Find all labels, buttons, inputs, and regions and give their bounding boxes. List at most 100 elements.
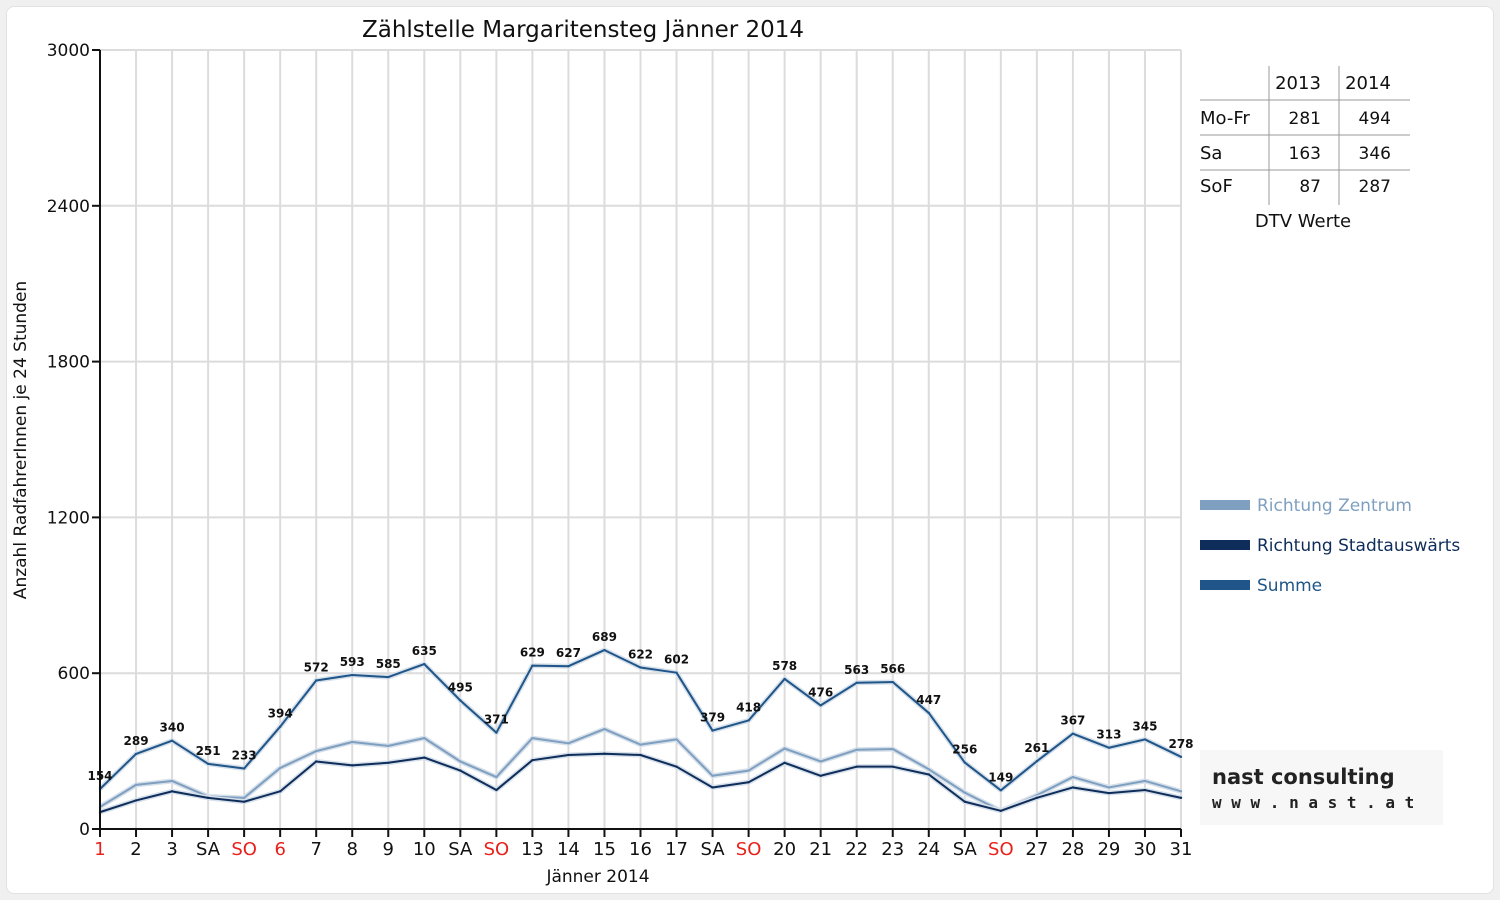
data-label: 593	[340, 655, 365, 669]
data-point	[206, 796, 210, 800]
data-point	[315, 749, 318, 753]
data-point	[134, 783, 138, 787]
data-label: 578	[772, 659, 797, 673]
data-point	[315, 679, 318, 682]
data-label: 572	[304, 660, 329, 674]
data-point	[278, 766, 282, 770]
y-tick-label: 1200	[47, 508, 90, 528]
logo-url: w w w . n a s t . a t	[1212, 793, 1414, 812]
data-label: 367	[1060, 714, 1085, 728]
data-point	[999, 789, 1003, 792]
data-point	[639, 753, 642, 757]
data-point	[567, 753, 570, 757]
data-point	[1179, 796, 1183, 800]
data-point	[927, 773, 930, 776]
x-tick-label: SO	[988, 839, 1014, 860]
data-point	[855, 681, 858, 685]
data-point	[603, 727, 606, 731]
data-point	[170, 739, 174, 742]
nast-consulting-logo: nast consulting w w w . n a s t . a t	[1200, 750, 1443, 825]
data-point	[927, 711, 930, 715]
series-layer	[98, 647, 1183, 815]
x-tick-label: 30	[1134, 839, 1157, 860]
data-point	[675, 671, 678, 674]
x-tick-label: 3	[166, 839, 177, 860]
data-point	[1107, 791, 1111, 795]
data-point	[1143, 788, 1147, 792]
data-point	[855, 765, 858, 768]
table-caption: DTV Werte	[1255, 211, 1351, 232]
data-point	[531, 736, 534, 740]
data-point	[1071, 786, 1075, 789]
data-point	[1035, 760, 1039, 763]
y-tick-label: 0	[79, 820, 90, 840]
data-point	[315, 760, 318, 763]
legend-swatch-summe	[1200, 580, 1250, 590]
data-point	[351, 764, 354, 767]
x-tick-label: SA	[196, 839, 221, 860]
table-row-label: Mo-Fr	[1200, 108, 1250, 129]
data-point	[1071, 732, 1075, 735]
x-tick-label: 20	[773, 839, 796, 860]
table-cell: 163	[1289, 144, 1321, 164]
data-label: 251	[196, 744, 221, 758]
y-tick-label: 600	[58, 664, 90, 684]
data-label: 495	[448, 680, 473, 694]
y-axis-ticks: 0 600 1200 1800 2400 3000	[47, 41, 100, 840]
data-label: 233	[232, 748, 257, 762]
data-point	[423, 662, 426, 666]
data-point	[891, 680, 894, 684]
legend-swatch-stadtauswaerts	[1200, 540, 1250, 550]
data-point	[711, 786, 714, 789]
data-point	[387, 761, 390, 764]
data-point	[819, 704, 822, 707]
x-axis-label: Jänner 2014	[545, 867, 649, 887]
x-tick-label: 9	[383, 839, 394, 860]
data-point	[351, 673, 354, 677]
legend-swatch-zentrum	[1200, 500, 1250, 510]
table-cell: 287	[1359, 177, 1391, 197]
data-point	[891, 765, 894, 768]
legend-label-zentrum: Richtung Zentrum	[1257, 496, 1412, 516]
data-point	[783, 761, 786, 764]
data-point	[495, 788, 498, 792]
data-point	[639, 666, 642, 669]
data-label: 371	[484, 713, 509, 727]
data-point	[819, 760, 822, 763]
data-point	[963, 800, 966, 803]
data-label: 689	[592, 630, 617, 644]
data-point	[170, 790, 174, 793]
data-point	[747, 781, 750, 784]
data-point	[134, 752, 138, 756]
data-point	[675, 738, 678, 741]
logo-name: nast consulting	[1212, 765, 1395, 789]
data-labels: 1542893402512333945725935856354953716296…	[87, 630, 1193, 784]
data-label: 345	[1132, 719, 1157, 733]
x-tick-label: 23	[881, 839, 904, 860]
table-row-label: SoF	[1200, 176, 1233, 197]
chart-title: Zählstelle Margaritensteg Jänner 2014	[362, 17, 804, 43]
table-col-2014: 2014	[1345, 73, 1391, 94]
data-point	[783, 677, 786, 681]
data-point	[603, 648, 606, 652]
data-label: 602	[664, 653, 689, 667]
data-label: 289	[124, 734, 149, 748]
data-label: 256	[952, 743, 977, 757]
y-tick-label: 3000	[47, 41, 90, 61]
data-point	[1107, 786, 1111, 789]
data-point	[567, 664, 570, 668]
grid	[100, 49, 1182, 829]
dtv-table: 2013 2014 Mo-Fr 281 494 Sa 163 346 SoF 8…	[1200, 66, 1410, 232]
data-point	[711, 774, 714, 777]
x-tick-label: 7	[310, 839, 321, 860]
table-cell: 281	[1289, 109, 1321, 129]
data-point	[134, 799, 138, 802]
data-point	[1143, 779, 1147, 783]
x-tick-label: SO	[231, 839, 257, 860]
legend-label-stadtauswaerts: Richtung Stadtauswärts	[1257, 536, 1460, 556]
x-tick-label: 21	[809, 839, 832, 860]
data-point	[603, 752, 606, 755]
table-cell: 87	[1299, 177, 1321, 197]
data-point	[423, 736, 426, 740]
